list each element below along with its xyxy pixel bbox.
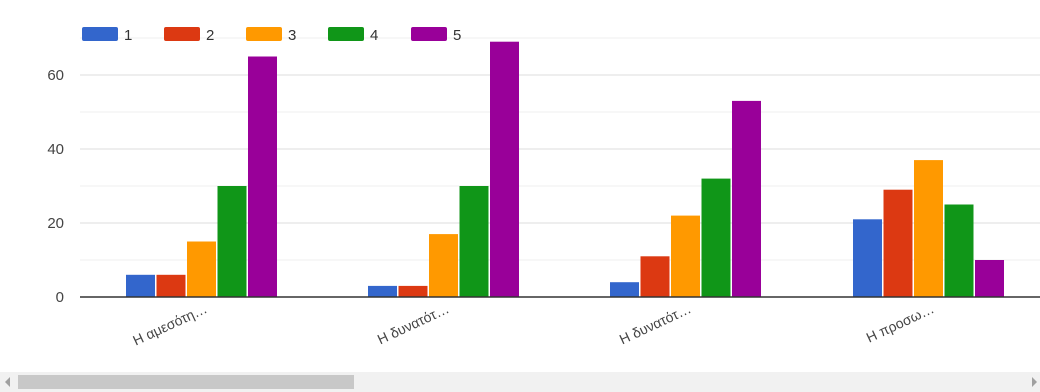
bar-5	[490, 41, 519, 298]
bar-2	[640, 256, 670, 297]
bar-4	[459, 186, 489, 297]
bar-3	[429, 234, 458, 297]
bars	[126, 41, 1004, 298]
bar-3	[914, 160, 943, 297]
x-category-label: Η προσω…	[864, 300, 937, 345]
legend-swatch-2	[164, 27, 200, 41]
bar-1	[853, 219, 882, 297]
legend-swatch-5	[411, 27, 447, 41]
y-tick-label: 20	[47, 215, 64, 232]
y-axis-ticks: 0 20 40 60	[47, 67, 64, 306]
legend-label-1: 1	[124, 27, 132, 44]
legend-swatch-1	[82, 27, 118, 41]
bar-4	[217, 186, 247, 297]
bar-5	[248, 56, 277, 297]
x-category-label: Η αμεσότη…	[130, 300, 209, 348]
legend-label-4: 4	[370, 27, 378, 44]
legend-swatch-3	[246, 27, 282, 41]
x-category-label: Η δυνατότ…	[375, 300, 452, 347]
legend: 1 2 3 4 5	[82, 27, 461, 44]
legend-label-5: 5	[453, 27, 461, 44]
scroll-thumb[interactable]	[18, 375, 354, 389]
bar-4	[944, 204, 974, 297]
legend-label-2: 2	[206, 27, 214, 44]
legend-label-3: 3	[288, 27, 296, 44]
bar-2	[883, 189, 913, 297]
bar-1	[610, 282, 639, 297]
bar-2	[398, 285, 428, 297]
x-category-label: Η δυνατότ…	[617, 300, 694, 347]
bar-1	[126, 274, 155, 297]
bar-3	[671, 215, 700, 297]
bar-5	[975, 260, 1004, 297]
bar-1	[368, 285, 397, 297]
legend-swatch-4	[328, 27, 364, 41]
y-tick-label: 0	[56, 289, 64, 306]
bar-5	[732, 100, 761, 298]
y-tick-label: 60	[47, 67, 64, 84]
horizontal-scrollbar[interactable]	[0, 372, 1040, 392]
bar-3	[187, 241, 216, 297]
right-arrow-icon[interactable]	[1032, 377, 1037, 387]
bar-2	[156, 274, 186, 297]
x-axis-labels: Η αμεσότη… Η δυνατότ… Η δυνατότ… Η προσω…	[130, 300, 936, 348]
y-tick-label: 40	[47, 141, 64, 158]
bar-4	[701, 178, 731, 297]
left-arrow-icon[interactable]	[5, 377, 10, 387]
